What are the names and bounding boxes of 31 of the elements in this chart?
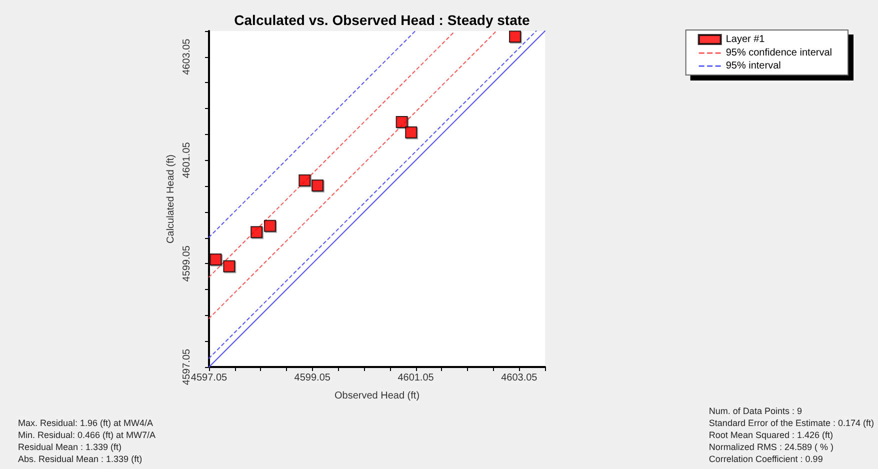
text: Normalized RMS : 24.589 ( % ) xyxy=(708,442,834,452)
text: Correlation Coefficient : 0.99 xyxy=(708,454,823,464)
point xyxy=(396,116,408,128)
point xyxy=(312,180,324,192)
point xyxy=(210,253,222,266)
y-tick-label: 4601.05 xyxy=(182,142,192,178)
point xyxy=(298,174,311,186)
text: Standard Error of the Estimate : 0.174 (ft) xyxy=(708,418,874,428)
x-tick-label: 4603.05 xyxy=(501,372,538,384)
y-tick-label: 4599.05 xyxy=(182,245,192,282)
point xyxy=(264,220,276,232)
legend-label: 95% interval xyxy=(726,60,781,72)
point xyxy=(509,30,522,43)
text: Root Mean Squared : 1.426 (ft) xyxy=(708,430,833,440)
x-tick-label: 4597.05 xyxy=(190,372,228,384)
y-tick-label: 4603.05 xyxy=(182,38,192,75)
point xyxy=(405,126,418,138)
legend-label: 95% confidence interval xyxy=(726,48,832,58)
text: Abs. Residual Mean : 1.339 (ft) xyxy=(18,454,142,464)
point xyxy=(223,260,236,272)
legend-label: Layer #1 xyxy=(726,34,766,45)
point xyxy=(250,226,263,238)
text: Num. of Data Points : 9 xyxy=(708,406,802,416)
x-axis-title: Observed Head (ft) xyxy=(334,390,420,402)
chart-title: Calculated vs. Observed Head : Steady state xyxy=(234,12,530,28)
text: Max. Residual: 1.96 (ft) at MW4/A xyxy=(18,418,154,428)
text: Residual Mean : 1.339 (ft) xyxy=(18,442,122,452)
x-tick-label: 4599.05 xyxy=(294,372,331,384)
x-tick-label: 4601.05 xyxy=(398,372,434,384)
y-axis-title: Calculated Head (ft) xyxy=(166,154,176,244)
text: Min. Residual: 0.466 (ft) at MW7/A xyxy=(18,430,156,440)
